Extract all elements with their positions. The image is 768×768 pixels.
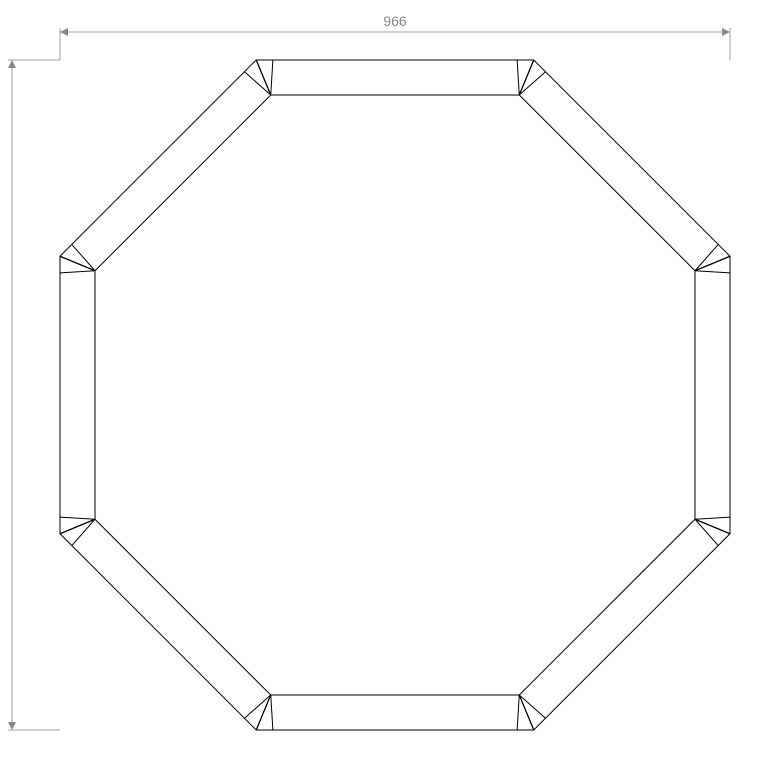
octagon-frame	[60, 60, 730, 730]
dimension-height	[8, 60, 60, 730]
dimension-width	[60, 28, 730, 60]
technical-drawing: 966	[0, 0, 768, 768]
dimension-width-label: 966	[383, 13, 407, 29]
